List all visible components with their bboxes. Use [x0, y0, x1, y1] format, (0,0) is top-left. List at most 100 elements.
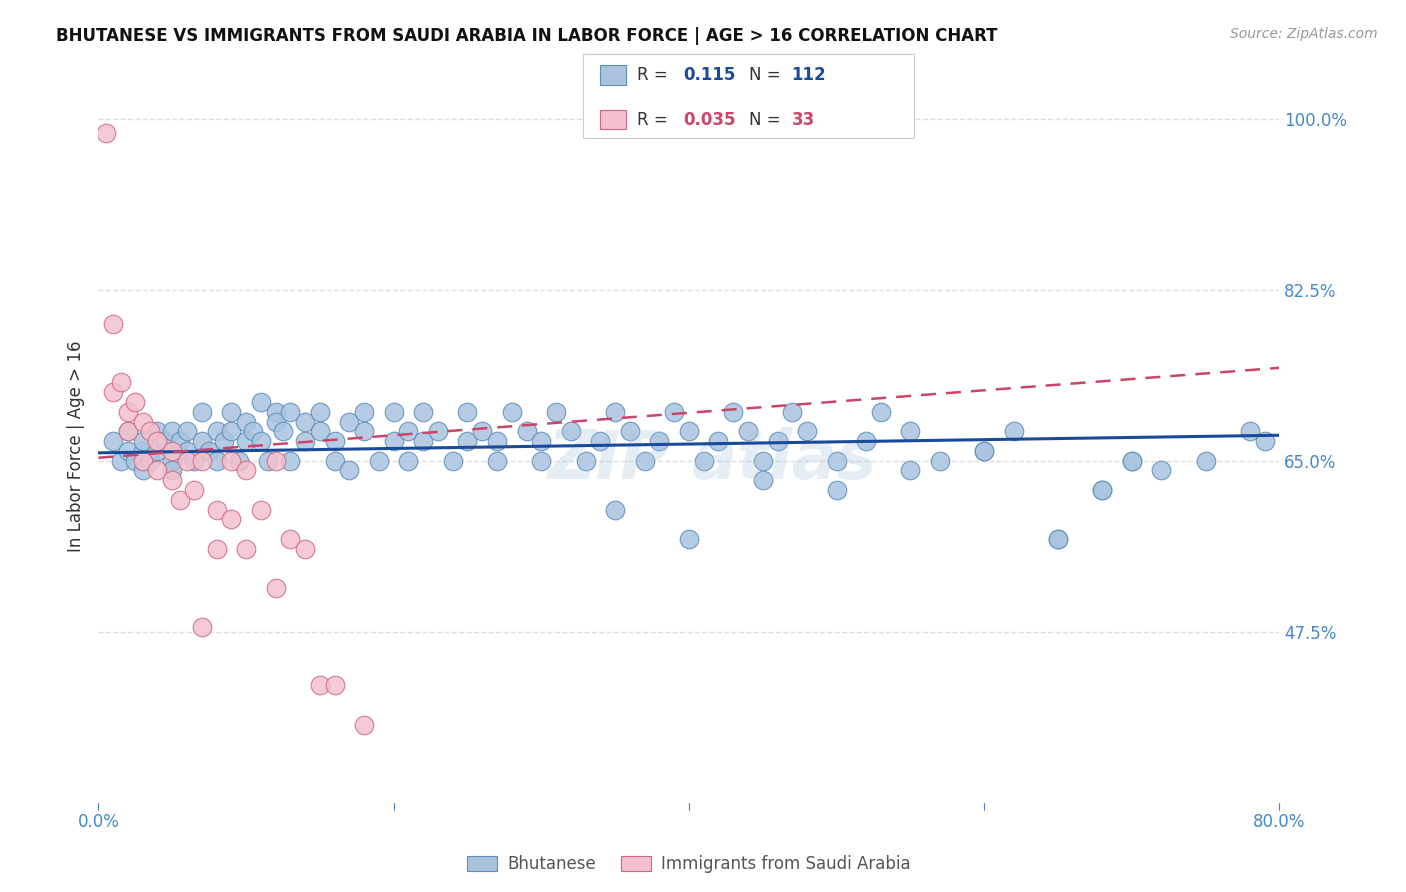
Point [782, 405, 804, 419]
Point [250, 395, 273, 409]
Point [205, 502, 228, 516]
Point [501, 405, 523, 419]
Point [323, 453, 346, 467]
Point [294, 434, 316, 449]
Point [678, 532, 700, 546]
Point [132, 453, 155, 467]
Point [103, 434, 125, 449]
Point [235, 541, 257, 556]
Point [605, 405, 627, 419]
Point [544, 405, 567, 419]
Point [928, 453, 950, 467]
Point [183, 483, 205, 497]
Text: 112: 112 [792, 66, 827, 84]
Point [396, 453, 419, 467]
Point [191, 405, 214, 419]
Point [162, 425, 183, 439]
Point [973, 443, 995, 458]
Point [146, 434, 169, 449]
Point [337, 415, 360, 429]
Text: 0.035: 0.035 [683, 111, 735, 128]
Text: 33: 33 [792, 111, 815, 128]
Point [205, 453, 228, 467]
Point [456, 405, 478, 419]
Point [560, 425, 582, 439]
Point [139, 425, 162, 439]
Text: N =: N = [749, 111, 786, 128]
Point [191, 434, 214, 449]
Point [219, 405, 242, 419]
Point [264, 415, 287, 429]
Text: Source: ZipAtlas.com: Source: ZipAtlas.com [1230, 27, 1378, 41]
Point [132, 434, 155, 449]
Point [309, 425, 332, 439]
Point [574, 453, 596, 467]
Point [264, 581, 287, 595]
Point [693, 453, 716, 467]
Point [228, 453, 250, 467]
Point [1195, 453, 1218, 467]
Point [900, 463, 922, 477]
Point [441, 453, 464, 467]
Point [1239, 425, 1261, 439]
Point [205, 425, 228, 439]
Point [132, 415, 155, 429]
Point [294, 415, 316, 429]
Point [176, 425, 198, 439]
Point [176, 443, 198, 458]
Point [456, 434, 478, 449]
Point [110, 453, 132, 467]
Point [278, 453, 302, 467]
Point [1046, 532, 1069, 546]
Point [751, 473, 773, 487]
Point [471, 425, 494, 439]
Point [973, 443, 995, 458]
Point [94, 126, 117, 140]
Point [589, 434, 612, 449]
Point [396, 425, 419, 439]
Point [124, 453, 146, 467]
Point [633, 453, 655, 467]
Point [162, 473, 183, 487]
Point [337, 463, 360, 477]
Point [309, 678, 332, 692]
Point [235, 463, 257, 477]
Point [176, 453, 198, 467]
Point [486, 434, 509, 449]
Point [132, 443, 155, 458]
Point [124, 395, 146, 409]
Point [219, 425, 242, 439]
Point [205, 541, 228, 556]
Point [664, 405, 686, 419]
Text: ZIP atlas: ZIP atlas [548, 427, 877, 493]
Point [219, 512, 242, 526]
Legend: Bhutanese, Immigrants from Saudi Arabia: Bhutanese, Immigrants from Saudi Arabia [461, 849, 917, 880]
Point [1002, 425, 1025, 439]
Point [751, 453, 773, 467]
Point [869, 405, 891, 419]
Point [309, 405, 332, 419]
Point [530, 453, 553, 467]
Y-axis label: In Labor Force | Age > 16: In Labor Force | Age > 16 [66, 340, 84, 552]
Point [257, 453, 280, 467]
Point [219, 453, 242, 467]
Point [605, 502, 627, 516]
Point [264, 405, 287, 419]
Point [1121, 453, 1143, 467]
Point [412, 434, 434, 449]
Point [183, 453, 205, 467]
Point [737, 425, 759, 439]
Point [1150, 463, 1173, 477]
Text: N =: N = [749, 66, 786, 84]
Point [1254, 434, 1277, 449]
Point [162, 443, 183, 458]
Point [382, 434, 405, 449]
Point [153, 434, 176, 449]
Point [648, 434, 671, 449]
Point [103, 317, 125, 331]
Point [139, 453, 162, 467]
Point [721, 405, 744, 419]
Point [103, 385, 125, 400]
Point [382, 405, 405, 419]
Point [323, 678, 346, 692]
